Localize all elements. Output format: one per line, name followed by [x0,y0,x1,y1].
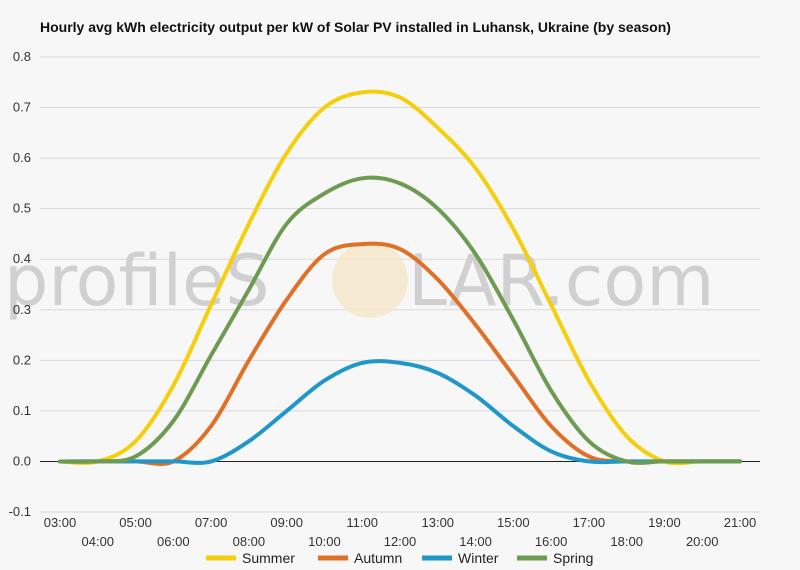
x-tick-label: 15:00 [497,515,530,530]
x-tick-label: 11:00 [346,515,378,530]
watermark-sun-icon [332,242,408,318]
x-tick-label: 04:00 [82,534,115,549]
legend-label-summer: Summer [242,550,295,566]
x-tick-label: 10:00 [308,534,341,549]
y-tick-label: 0.7 [13,100,31,115]
x-tick-label: 13:00 [422,515,455,530]
x-tick-label: 14:00 [459,534,492,549]
x-tick-label: 18:00 [610,534,643,549]
legend-label-winter: Winter [458,550,499,566]
x-tick-label: 03:00 [44,515,77,530]
y-tick-label: 0.5 [13,201,31,216]
y-tick-label: 0.2 [13,352,31,367]
legend-label-autumn: Autumn [354,550,402,566]
x-tick-label: 17:00 [573,515,606,530]
x-tick-label: 16:00 [535,534,568,549]
x-tick-label: 08:00 [233,534,266,549]
watermark: profileS LAR.com [4,240,714,322]
series-layer [58,89,742,466]
series-line-summer [58,89,742,466]
y-tick-label: 0.0 [13,453,31,468]
legend: Summer Autumn Winter Spring [206,550,593,566]
watermark-text-left: profileS [4,240,270,322]
axis-layer: 0.8 0.7 0.6 0.5 0.4 0.3 0.2 0.1 0.0 -0.1 03:00 04:0… [9,49,757,549]
y-tick-label: -0.1 [9,504,31,519]
x-tick-label: 21:00 [724,515,757,530]
y-tick-label: 0.3 [13,302,31,317]
y-tick-label: 0.1 [13,403,31,418]
y-tick-label: 0.4 [13,251,31,266]
chart-title: Hourly avg kWh electricity output per kW… [40,19,671,35]
x-tick-label: 05:00 [119,515,152,530]
x-tick-label: 12:00 [384,534,417,549]
series-line-spring [58,175,742,465]
x-tick-label: 06:00 [157,534,190,549]
x-tick-label: 20:00 [686,534,719,549]
x-tick-label: 09:00 [270,515,303,530]
legend-label-spring: Spring [553,550,593,566]
y-tick-label: 0.8 [13,49,31,64]
x-tick-label: 07:00 [195,515,228,530]
y-tick-label: 0.6 [13,150,31,165]
watermark-text-right: LAR.com [408,240,714,322]
x-tick-label: 19:00 [648,515,681,530]
